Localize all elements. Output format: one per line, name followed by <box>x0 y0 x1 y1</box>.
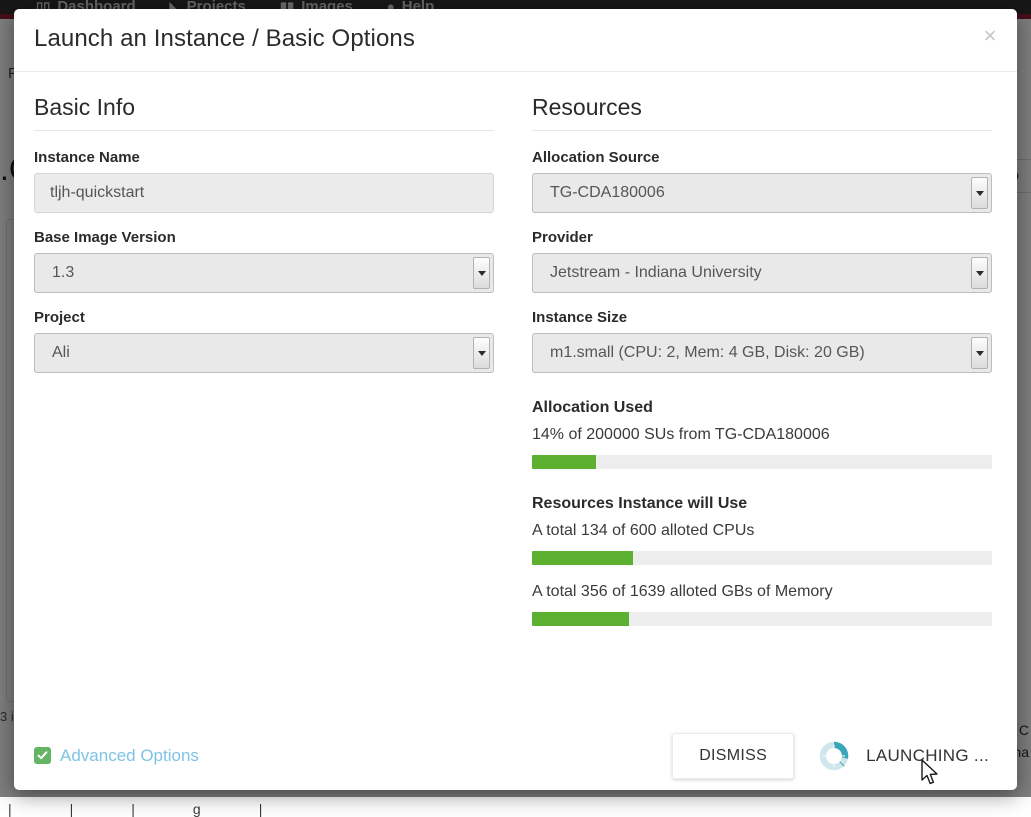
allocation-used-block: Allocation Used 14% of 200000 SUs from T… <box>532 399 992 469</box>
field-instance-size: Instance Size m1.small (CPU: 2, Mem: 4 G… <box>532 309 992 373</box>
background-bottom-item: | <box>70 801 74 817</box>
advanced-options-link[interactable]: Advanced Options <box>34 746 199 766</box>
instance-name-input[interactable] <box>34 173 494 213</box>
resources-column: Resources Allocation Source TG-CDA180006… <box>532 94 992 626</box>
chevron-down-icon[interactable] <box>971 177 988 209</box>
dismiss-button[interactable]: DISMISS <box>672 733 794 779</box>
base-image-version-label: Base Image Version <box>34 229 494 246</box>
background-bottom-item: | <box>8 801 12 817</box>
memory-usage-progress <box>532 612 992 626</box>
allocation-source-select[interactable]: TG-CDA180006 <box>532 173 992 213</box>
advanced-options-label: Advanced Options <box>60 746 199 766</box>
modal-title: Launch an Instance / Basic Options <box>34 25 415 53</box>
cpu-usage-progress-fill <box>532 551 633 565</box>
base-image-version-select[interactable]: 1.3 <box>34 253 494 293</box>
project-label: Project <box>34 309 494 326</box>
provider-select[interactable]: Jetstream - Indiana University <box>532 253 992 293</box>
field-allocation-source: Allocation Source TG-CDA180006 <box>532 149 992 213</box>
chevron-down-icon[interactable] <box>971 257 988 289</box>
background-bottom-item: g <box>193 801 201 817</box>
allocation-used-text: 14% of 200000 SUs from TG-CDA180006 <box>532 426 992 444</box>
basic-info-column: Basic Info Instance Name Base Image Vers… <box>34 94 494 626</box>
modal-header: Launch an Instance / Basic Options × <box>14 9 1017 72</box>
project-value: Ali <box>35 344 100 362</box>
cpu-usage-text: A total 134 of 600 alloted CPUs <box>532 522 992 540</box>
chevron-down-icon[interactable] <box>473 257 490 289</box>
project-select[interactable]: Ali <box>34 333 494 373</box>
field-base-image-version: Base Image Version 1.3 <box>34 229 494 293</box>
field-provider: Provider Jetstream - Indiana University <box>532 229 992 293</box>
base-image-version-value: 1.3 <box>35 264 104 282</box>
background-bottom-item: | <box>259 801 263 817</box>
modal-body: Basic Info Instance Name Base Image Vers… <box>14 72 1017 720</box>
memory-usage-text: A total 356 of 1639 alloted GBs of Memor… <box>532 583 992 601</box>
provider-value: Jetstream - Indiana University <box>533 264 792 282</box>
spacer <box>532 565 992 583</box>
allocation-used-progress <box>532 455 992 469</box>
close-icon[interactable]: × <box>977 23 1003 49</box>
check-square-icon <box>34 747 51 764</box>
background-bottom-item: | <box>131 801 135 817</box>
chevron-down-icon[interactable] <box>971 337 988 369</box>
modal-footer: Advanced Options DISMISS LAUNCHING ... <box>14 721 1017 790</box>
chevron-down-icon[interactable] <box>473 337 490 369</box>
launching-label: LAUNCHING ... <box>866 746 989 766</box>
instance-size-label: Instance Size <box>532 309 992 326</box>
instance-size-value: m1.small (CPU: 2, Mem: 4 GB, Disk: 20 GB… <box>533 344 895 362</box>
allocation-source-label: Allocation Source <box>532 149 992 166</box>
basic-info-heading: Basic Info <box>34 94 494 131</box>
instance-size-select[interactable]: m1.small (CPU: 2, Mem: 4 GB, Disk: 20 GB… <box>532 333 992 373</box>
field-project: Project Ali <box>34 309 494 373</box>
instance-name-label: Instance Name <box>34 149 494 166</box>
resources-heading: Resources <box>532 94 992 131</box>
launch-instance-modal: Launch an Instance / Basic Options × Bas… <box>14 9 1017 790</box>
allocation-source-value: TG-CDA180006 <box>533 184 695 202</box>
loading-spinner-icon <box>818 740 850 772</box>
provider-label: Provider <box>532 229 992 246</box>
footer-actions: DISMISS LAUNCHING ... <box>672 733 997 779</box>
cpu-usage-progress <box>532 551 992 565</box>
allocation-used-progress-fill <box>532 455 596 469</box>
modal-columns: Basic Info Instance Name Base Image Vers… <box>14 72 1017 626</box>
launching-status: LAUNCHING ... <box>818 740 997 772</box>
background-bottom-row: | | | g | <box>0 801 1031 817</box>
resources-will-use-block: Resources Instance will Use A total 134 … <box>532 495 992 626</box>
resources-will-use-title: Resources Instance will Use <box>532 495 992 513</box>
allocation-used-title: Allocation Used <box>532 399 992 417</box>
memory-usage-progress-fill <box>532 612 629 626</box>
field-instance-name: Instance Name <box>34 149 494 213</box>
